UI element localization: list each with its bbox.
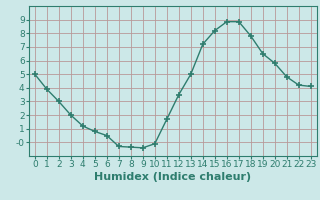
X-axis label: Humidex (Indice chaleur): Humidex (Indice chaleur) — [94, 172, 252, 182]
